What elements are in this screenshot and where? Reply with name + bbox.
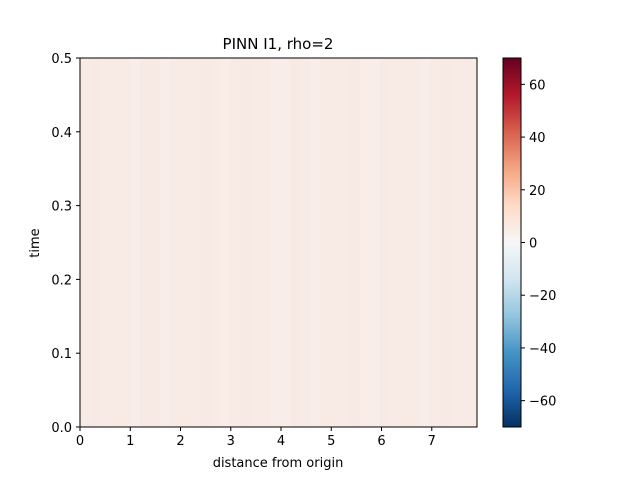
plot-frame xyxy=(79,57,478,428)
x-axis-label: distance from origin xyxy=(213,456,344,471)
x-tick-label: 6 xyxy=(377,434,385,449)
y-tick-label: 0.3 xyxy=(51,200,72,215)
y-tick-label: 0.4 xyxy=(51,126,72,141)
y-tick-label: 0.5 xyxy=(51,52,72,67)
heatmap-stripe xyxy=(90,58,100,427)
x-axis: 0 1 2 3 4 5 6 7 xyxy=(76,427,436,449)
y-tick-label: 0.0 xyxy=(51,421,72,436)
heatmap-stripe xyxy=(380,58,390,427)
colorbar-tick-label: 60 xyxy=(529,78,546,93)
colorbar: −60 −40 −20 0 20 40 60 xyxy=(502,57,556,428)
x-tick-label: 0 xyxy=(76,434,84,449)
colorbar-tick-label: 20 xyxy=(529,184,546,199)
colorbar-tick-label: 0 xyxy=(529,237,537,252)
heatmap-stripe xyxy=(310,58,320,427)
x-tick-label: 3 xyxy=(227,434,235,449)
colorbar-tick-label: −20 xyxy=(529,289,556,304)
heatmap-stripe xyxy=(220,58,230,427)
heatmap-stripe xyxy=(150,58,160,427)
x-tick-label: 7 xyxy=(428,434,436,449)
x-tick-label: 5 xyxy=(327,434,335,449)
heatmap-stripe xyxy=(280,58,290,427)
heatmap-stripe xyxy=(370,58,380,427)
y-tick-label: 0.2 xyxy=(51,273,72,288)
y-axis: 0.0 0.1 0.2 0.3 0.4 0.5 xyxy=(51,52,80,436)
x-tick-label: 2 xyxy=(176,434,184,449)
heatmap-stripe xyxy=(440,58,450,427)
colorbar-tick-label: −40 xyxy=(529,342,556,357)
colorbar-gradient xyxy=(502,57,522,428)
y-tick-label: 0.1 xyxy=(51,347,72,362)
heatmap-stripe xyxy=(350,58,360,427)
plot-area xyxy=(80,58,477,427)
heatmap-stripes xyxy=(90,58,450,427)
heatmap-stripe xyxy=(270,58,280,427)
x-tick-label: 4 xyxy=(277,434,285,449)
colorbar-tick-label: 40 xyxy=(529,131,546,146)
heatmap-stripe xyxy=(360,58,370,427)
chart-title: PINN I1, rho=2 xyxy=(223,35,334,53)
heatmap-stripe xyxy=(290,58,300,427)
heatmap-stripe xyxy=(140,58,150,427)
heatmap-stripe xyxy=(420,58,430,427)
colorbar-tick-label: −60 xyxy=(529,395,556,410)
heatmap-stripe xyxy=(160,58,170,427)
x-tick-label: 1 xyxy=(126,434,134,449)
heatmap-stripe xyxy=(200,58,210,427)
heatmap-stripe xyxy=(240,58,250,427)
colorbar-ticks: −60 −40 −20 0 20 40 60 xyxy=(521,78,556,410)
heatmap-stripe xyxy=(130,58,140,427)
y-axis-label: time xyxy=(28,228,43,257)
